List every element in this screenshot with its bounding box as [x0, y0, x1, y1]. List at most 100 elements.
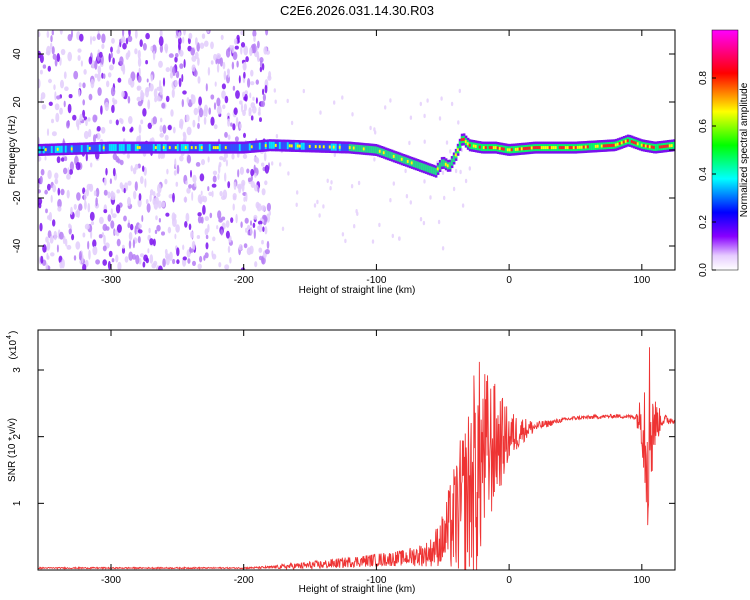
noise-blob [175, 181, 179, 187]
noise-blob [262, 93, 266, 102]
noise-blob [350, 184, 354, 189]
ridge-core [260, 142, 264, 150]
noise-blob [62, 167, 68, 175]
noise-blob [112, 153, 118, 161]
noise-blob [255, 79, 259, 85]
noise-blob [450, 101, 454, 107]
spectrogram-y-tick-label: 20 [12, 96, 23, 108]
ridge-peak [496, 146, 500, 150]
noise-blob [115, 204, 121, 214]
noise-blob [264, 84, 268, 94]
ridge-peak [616, 142, 620, 146]
noise-blob [138, 124, 142, 134]
ridge-peak [548, 146, 552, 150]
noise-blob [146, 78, 149, 83]
noise-blob [82, 263, 87, 270]
noise-blob [231, 153, 235, 160]
noise-blob [286, 98, 289, 104]
noise-blob [156, 192, 161, 198]
noise-blob [79, 33, 84, 42]
spectrogram-y-tick-label: -20 [12, 190, 23, 205]
noise-blob [39, 222, 43, 232]
ridge-peak [620, 141, 624, 145]
ridge-peak [462, 137, 466, 141]
noise-blob [264, 164, 270, 174]
noise-blob [208, 191, 213, 196]
noise-blob [197, 212, 202, 217]
noise-blob [96, 126, 101, 132]
ridge-core [438, 162, 442, 170]
noise-blob [201, 159, 205, 166]
noise-blob [107, 72, 112, 78]
noise-blob [162, 77, 166, 87]
noise-blob [47, 183, 51, 191]
ridge-peak [290, 144, 294, 148]
noise-blob [170, 109, 174, 117]
ridge-core [656, 143, 660, 151]
ridge-core [258, 142, 262, 150]
noise-blob [197, 122, 200, 129]
noise-blob [440, 96, 443, 101]
noise-blob [252, 43, 257, 54]
noise-blob [40, 168, 45, 176]
noise-blob [295, 202, 298, 207]
noise-blob [373, 127, 376, 132]
noise-blob [164, 178, 168, 185]
ridge-peak [564, 146, 568, 150]
noise-blob [195, 162, 201, 167]
ridge-peak [646, 144, 650, 148]
noise-blob [265, 30, 269, 36]
snr-scale-exponent: 4 [6, 335, 13, 339]
noise-blob [207, 156, 210, 163]
noise-blob [165, 67, 170, 73]
ridge-core [234, 144, 238, 152]
spectrogram-xlabel: Height of straight line (km) [299, 285, 416, 296]
noise-blob [147, 248, 150, 254]
noise-blob [266, 202, 271, 212]
noise-blob [110, 86, 116, 97]
ridge-core [440, 159, 444, 167]
noise-blob [137, 57, 142, 67]
ridge-core [124, 144, 128, 152]
noise-blob [271, 161, 274, 166]
ridge-core [202, 144, 206, 152]
noise-blob [39, 69, 43, 75]
noise-blob [83, 69, 87, 75]
noise-blob [52, 53, 57, 60]
noise-blob [73, 203, 77, 210]
noise-blob [146, 203, 151, 213]
noise-blob [102, 259, 107, 266]
noise-blob [190, 231, 194, 239]
ridge-core [418, 162, 422, 170]
noise-blob [185, 212, 190, 222]
noise-blob [211, 250, 214, 257]
noise-blob [222, 104, 226, 110]
noise-blob [138, 193, 142, 201]
ridge-peak [460, 138, 464, 142]
noise-blob [54, 172, 59, 180]
ridge-peak [642, 144, 646, 148]
ridge-peak [274, 143, 278, 147]
noise-blob [259, 60, 263, 68]
noise-blob [188, 32, 193, 40]
noise-blob [80, 60, 83, 67]
noise-blob [258, 255, 263, 261]
ridge-core [144, 144, 148, 152]
noise-blob [103, 234, 106, 245]
noise-blob [153, 88, 158, 99]
noise-blob [172, 192, 175, 203]
ridge-core [76, 145, 80, 153]
snr-y-tick-label: 2 [12, 433, 23, 439]
noise-blob [116, 189, 120, 194]
ridge-core [364, 145, 368, 153]
ridge-core [196, 144, 200, 152]
noise-blob [189, 248, 194, 253]
ridge-peak [456, 148, 460, 152]
ridge-core [450, 158, 454, 166]
noise-blob [62, 235, 66, 245]
noise-blob [127, 35, 133, 43]
noise-blob [90, 35, 92, 45]
noise-blob [268, 71, 272, 79]
ridge-core [266, 141, 270, 149]
noise-blob [102, 73, 106, 79]
